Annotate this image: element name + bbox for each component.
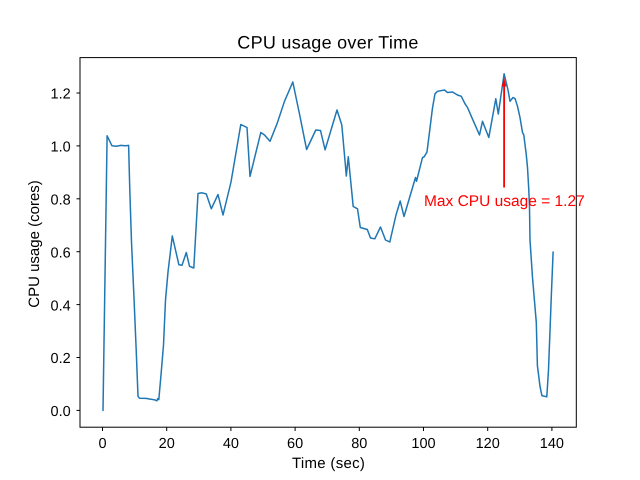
svg-text:80: 80 xyxy=(351,436,367,452)
svg-text:0.0: 0.0 xyxy=(51,404,71,420)
svg-text:60: 60 xyxy=(287,436,303,452)
svg-text:0.4: 0.4 xyxy=(51,298,71,314)
svg-text:100: 100 xyxy=(411,436,435,452)
svg-text:Max CPU usage = 1.27: Max CPU usage = 1.27 xyxy=(424,193,585,210)
svg-text:0.8: 0.8 xyxy=(51,193,71,209)
svg-text:1.0: 1.0 xyxy=(51,140,71,156)
svg-text:CPU usage over Time: CPU usage over Time xyxy=(237,32,418,52)
svg-text:140: 140 xyxy=(540,436,564,452)
svg-text:1.2: 1.2 xyxy=(51,87,71,103)
svg-text:0.6: 0.6 xyxy=(51,245,71,261)
svg-text:40: 40 xyxy=(223,436,239,452)
svg-text:20: 20 xyxy=(159,436,175,452)
svg-text:CPU usage (cores): CPU usage (cores) xyxy=(26,180,43,308)
svg-text:120: 120 xyxy=(476,436,500,452)
svg-text:Time (sec): Time (sec) xyxy=(292,455,365,472)
svg-text:0.2: 0.2 xyxy=(51,351,71,367)
svg-text:0: 0 xyxy=(98,436,106,452)
